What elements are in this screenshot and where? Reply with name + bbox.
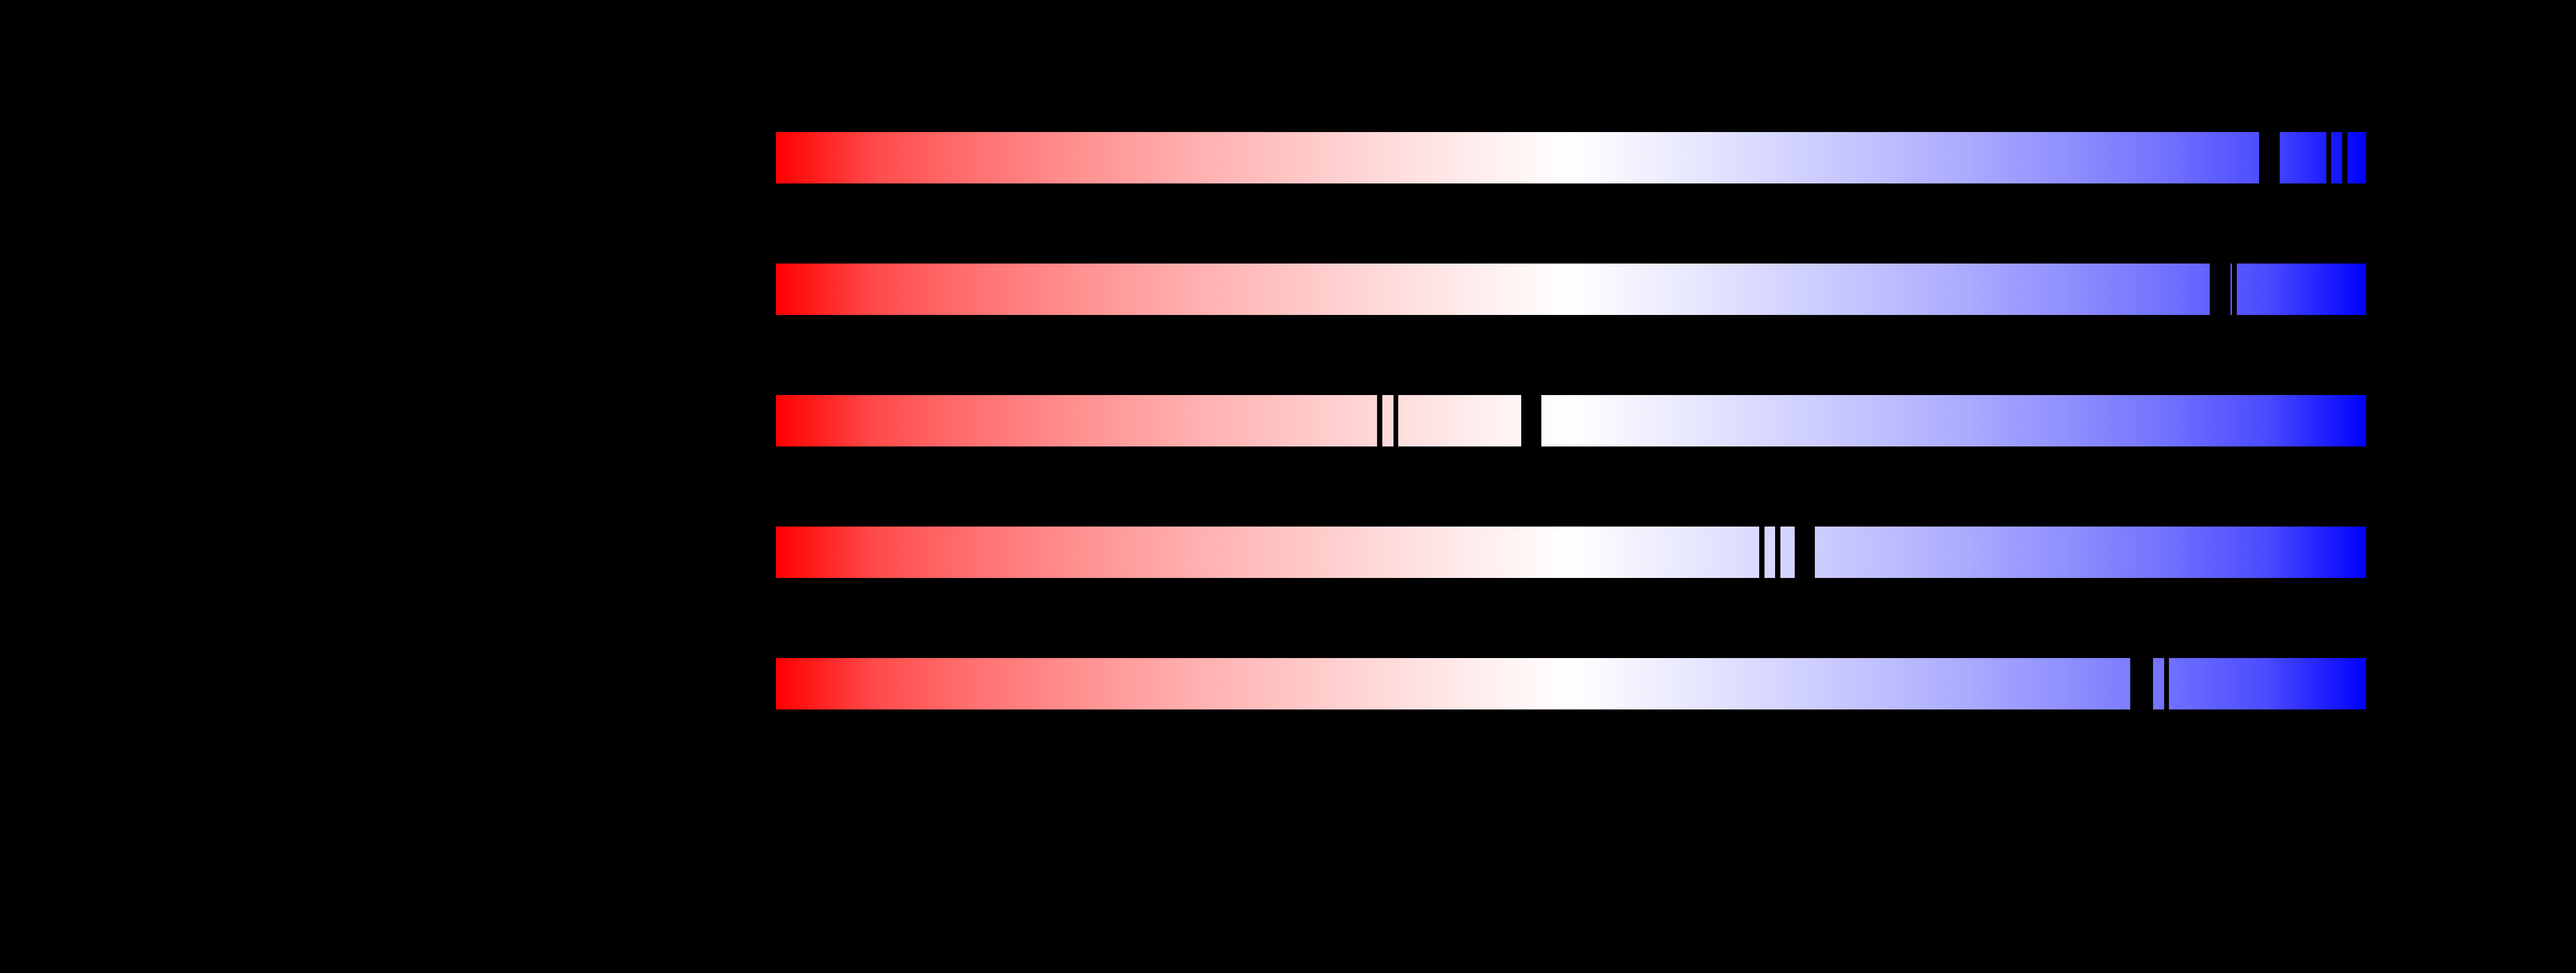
tick-mark-row-4-3 [1794,527,1815,578]
gradient-bar-row-5 [776,658,2366,709]
tick-mark-row-1-3 [2342,132,2348,183]
tick-mark-row-4-2 [1775,527,1780,578]
tick-mark-row-5-2 [2164,658,2169,709]
tick-mark-row-3-3 [1521,395,1542,446]
tick-mark-row-2-2 [2232,264,2237,315]
gradient-bar-row-1 [776,132,2366,183]
tick-mark-row-1-2 [2326,132,2332,183]
gradient-bar-row-4 [776,527,2366,578]
tick-mark-row-1-1 [2259,132,2280,183]
tick-mark-row-3-1 [1377,395,1383,446]
gradient-bar-row-2 [776,264,2366,315]
tick-mark-row-4-1 [1759,527,1765,578]
tick-mark-row-5-1 [2130,658,2154,709]
tick-mark-row-2-1 [2210,264,2231,315]
tick-mark-row-3-2 [1393,395,1398,446]
gradient-bar-row-3 [776,395,2366,446]
